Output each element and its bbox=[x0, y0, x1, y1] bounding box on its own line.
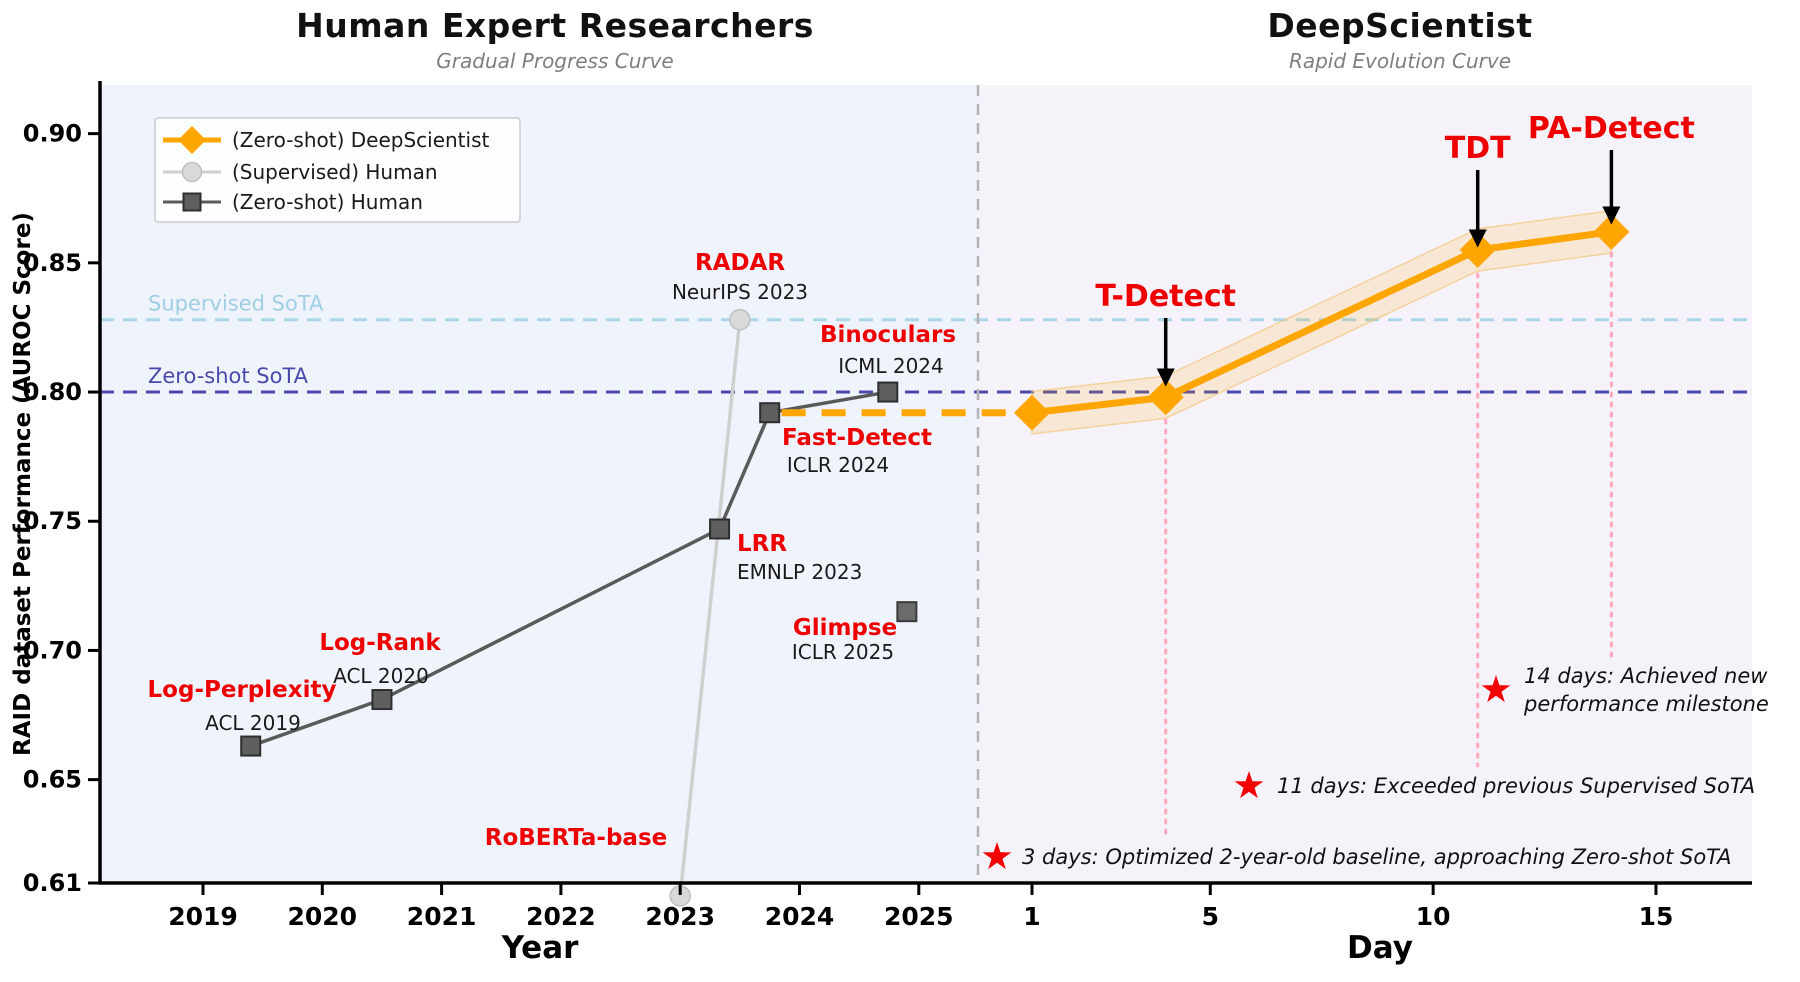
x-tick-label-day: 1 bbox=[1023, 902, 1040, 931]
method-label-lrr: LRR bbox=[737, 531, 787, 557]
circle-icon bbox=[181, 161, 203, 183]
legend-item: (Supervised) Human bbox=[163, 160, 438, 184]
method-label-t-detect: T-Detect bbox=[1095, 279, 1236, 314]
method-label-binoculars: Binoculars bbox=[820, 322, 956, 348]
method-label-pa-detect: PA-Detect bbox=[1528, 111, 1695, 146]
y-axis-title: RAID dataset Performance (AUROC Score) bbox=[10, 212, 36, 756]
method-venue: ICLR 2024 bbox=[787, 453, 889, 477]
x-tick-label-year: 2023 bbox=[645, 902, 715, 931]
legend-label: (Supervised) Human bbox=[232, 160, 438, 184]
zeroshot-point bbox=[709, 518, 731, 540]
x-tick-label-year: 2019 bbox=[168, 902, 238, 931]
x-tick-label-year: 2024 bbox=[765, 902, 835, 931]
method-label-glimpse: Glimpse bbox=[793, 615, 897, 641]
glimpse-point bbox=[896, 601, 918, 623]
diamond-icon bbox=[178, 126, 206, 154]
method-venue: ACL 2019 bbox=[205, 711, 301, 735]
sota-label-zeroshot: Zero-shot SoTA bbox=[148, 364, 309, 388]
x-tick-label-year: 2021 bbox=[407, 902, 477, 931]
method-label-fast-detect: Fast-Detect bbox=[782, 425, 932, 451]
method-label-radar: RADAR bbox=[695, 250, 785, 276]
milestone-star-icon bbox=[1234, 771, 1264, 799]
milestone-text: 3 days: Optimized 2-year-old baseline, a… bbox=[1022, 845, 1731, 869]
milestone-star-icon bbox=[1481, 675, 1511, 703]
method-venue: EMNLP 2023 bbox=[737, 560, 862, 584]
method-venue: ICLR 2025 bbox=[792, 640, 894, 664]
method-label-log-perplexity: Log-Perplexity bbox=[148, 677, 337, 703]
deepscientist-point bbox=[1014, 394, 1050, 431]
day-panel-background bbox=[978, 85, 1752, 883]
y-tick-label: 0.85 bbox=[23, 249, 82, 277]
milestone-text: 14 days: Achieved new bbox=[1524, 664, 1768, 688]
series-supervised-human bbox=[669, 308, 751, 907]
zeroshot-point bbox=[371, 689, 393, 711]
x-tick-label-day: 5 bbox=[1202, 902, 1219, 931]
y-tick-label: 0.65 bbox=[23, 766, 82, 794]
deepscientist-point bbox=[1147, 379, 1184, 416]
milestone-text: 11 days: Exceeded previous Supervised So… bbox=[1277, 774, 1755, 798]
supervised-point bbox=[729, 308, 751, 331]
x-tick-label-day: 10 bbox=[1416, 902, 1451, 931]
legend-label: (Zero-shot) DeepScientist bbox=[232, 128, 490, 152]
zeroshot-point bbox=[240, 735, 262, 757]
y-tick-label: 0.80 bbox=[23, 378, 82, 406]
axes bbox=[88, 81, 1752, 895]
legend: (Zero-shot) DeepScientist (Supervised) Hu… bbox=[154, 117, 521, 223]
method-venue: NeurIPS 2023 bbox=[672, 280, 808, 304]
x-tick-label-year: 2022 bbox=[526, 902, 596, 931]
legend-item: (Zero-shot) Human bbox=[163, 190, 423, 214]
milestone-text: performance milestone bbox=[1523, 692, 1769, 716]
method-label-tdt: TDT bbox=[1445, 131, 1511, 166]
milestone-star-icon bbox=[982, 842, 1012, 870]
square-icon bbox=[182, 192, 202, 212]
y-tick-label: 0.90 bbox=[23, 120, 82, 148]
y-tick-label: 0.70 bbox=[23, 636, 82, 664]
sota-label-supervised: Supervised SoTA bbox=[148, 292, 324, 316]
method-label-roberta-base: RoBERTa-base bbox=[485, 825, 668, 851]
zeroshot-point bbox=[759, 402, 781, 424]
x-axis-title-year: Year bbox=[501, 930, 580, 966]
y-tick-label: 0.75 bbox=[23, 507, 82, 535]
y-tick-label: 0.61 bbox=[23, 869, 82, 897]
x-tick-label-year: 2020 bbox=[288, 902, 358, 931]
legend-item: (Zero-shot) DeepScientist bbox=[163, 126, 490, 154]
series-zeroshot-human bbox=[240, 381, 899, 757]
method-venue: ACL 2020 bbox=[333, 664, 429, 688]
legend-label: (Zero-shot) Human bbox=[232, 190, 423, 214]
method-label-log-rank: Log-Rank bbox=[319, 630, 441, 656]
x-tick-label-day: 15 bbox=[1639, 902, 1674, 931]
method-venue: ICML 2024 bbox=[838, 354, 944, 378]
x-tick-label-year: 2025 bbox=[884, 902, 954, 931]
zeroshot-point bbox=[877, 381, 899, 403]
x-axis-title-day: Day bbox=[1347, 930, 1413, 966]
